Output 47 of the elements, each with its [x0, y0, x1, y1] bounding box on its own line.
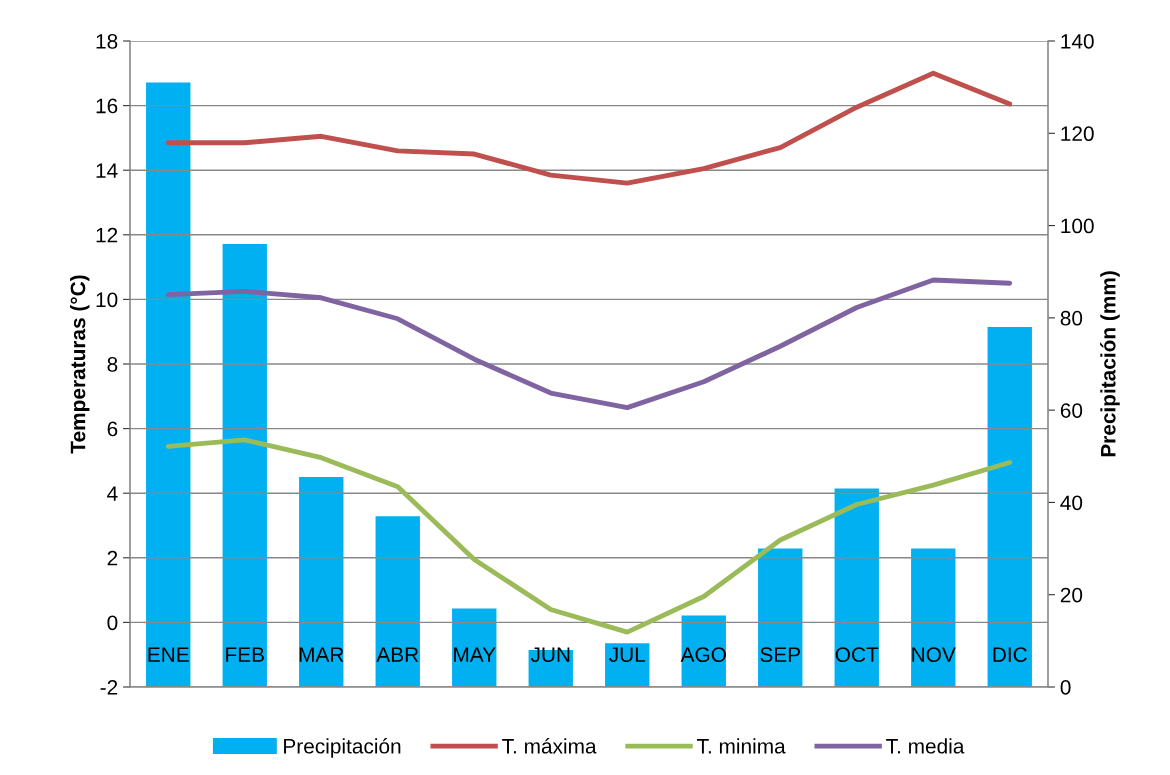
- y2-axis-title: Precipitación (mm): [1100, 271, 1120, 457]
- x-tick-label: MAR: [299, 647, 344, 662]
- x-tick-label: FEB: [226, 647, 264, 662]
- y2-tick-label: 60: [1060, 403, 1083, 418]
- bar: [834, 488, 879, 687]
- y-tick-label: -2: [100, 680, 118, 695]
- x-tick-label: SEP: [760, 647, 800, 663]
- bar: [758, 548, 803, 687]
- y2-tick-label: 40: [1060, 495, 1083, 511]
- y-tick-label: 14: [96, 163, 118, 178]
- y2-tick-label: 120: [1061, 126, 1094, 142]
- y-tick-label: 8: [107, 357, 118, 372]
- y-tick-label: 6: [107, 421, 118, 437]
- line-series: [165, 437, 1013, 635]
- y-tick-label: 12: [96, 227, 118, 243]
- legend-label: T. media: [886, 738, 965, 754]
- legend-label: T. minima: [697, 738, 786, 754]
- x-tick-label: MAY: [454, 647, 496, 662]
- x-tick-label: JUN: [530, 647, 570, 663]
- bar: [452, 608, 497, 687]
- x-tick-label: ENE: [148, 647, 189, 662]
- x-tick-label: OCT: [835, 647, 879, 663]
- bar: [987, 327, 1032, 687]
- bar: [375, 516, 420, 687]
- y-tick-label: 2: [107, 550, 118, 566]
- x-tick-label: ABR: [376, 647, 419, 662]
- x-tick-label: JUL: [609, 647, 646, 663]
- bar: [911, 548, 956, 687]
- y2-tick-label: 20: [1060, 587, 1083, 603]
- bar: [222, 244, 267, 687]
- y-tick-label: 16: [96, 98, 118, 114]
- line-series: [165, 70, 1013, 186]
- y-axis-title: Temperaturas (°C): [70, 275, 90, 454]
- y-tick-label: 18: [96, 34, 118, 49]
- x-tick-label: DIC: [993, 647, 1027, 663]
- bar: [299, 477, 344, 687]
- bar: [146, 82, 191, 687]
- legend-label: Precipitación: [284, 738, 401, 758]
- y-tick-label: 0: [107, 615, 118, 631]
- y2-tick-label: 0: [1060, 680, 1071, 695]
- y2-tick-label: 100: [1061, 218, 1094, 234]
- line-series: [165, 277, 1013, 411]
- y2-tick-label: 140: [1061, 34, 1094, 49]
- y2-tick-label: 80: [1060, 310, 1083, 326]
- y-tick-label: 10: [96, 292, 118, 308]
- y-tick-label: 4: [107, 486, 118, 501]
- legend-label: T. máxima: [502, 738, 597, 754]
